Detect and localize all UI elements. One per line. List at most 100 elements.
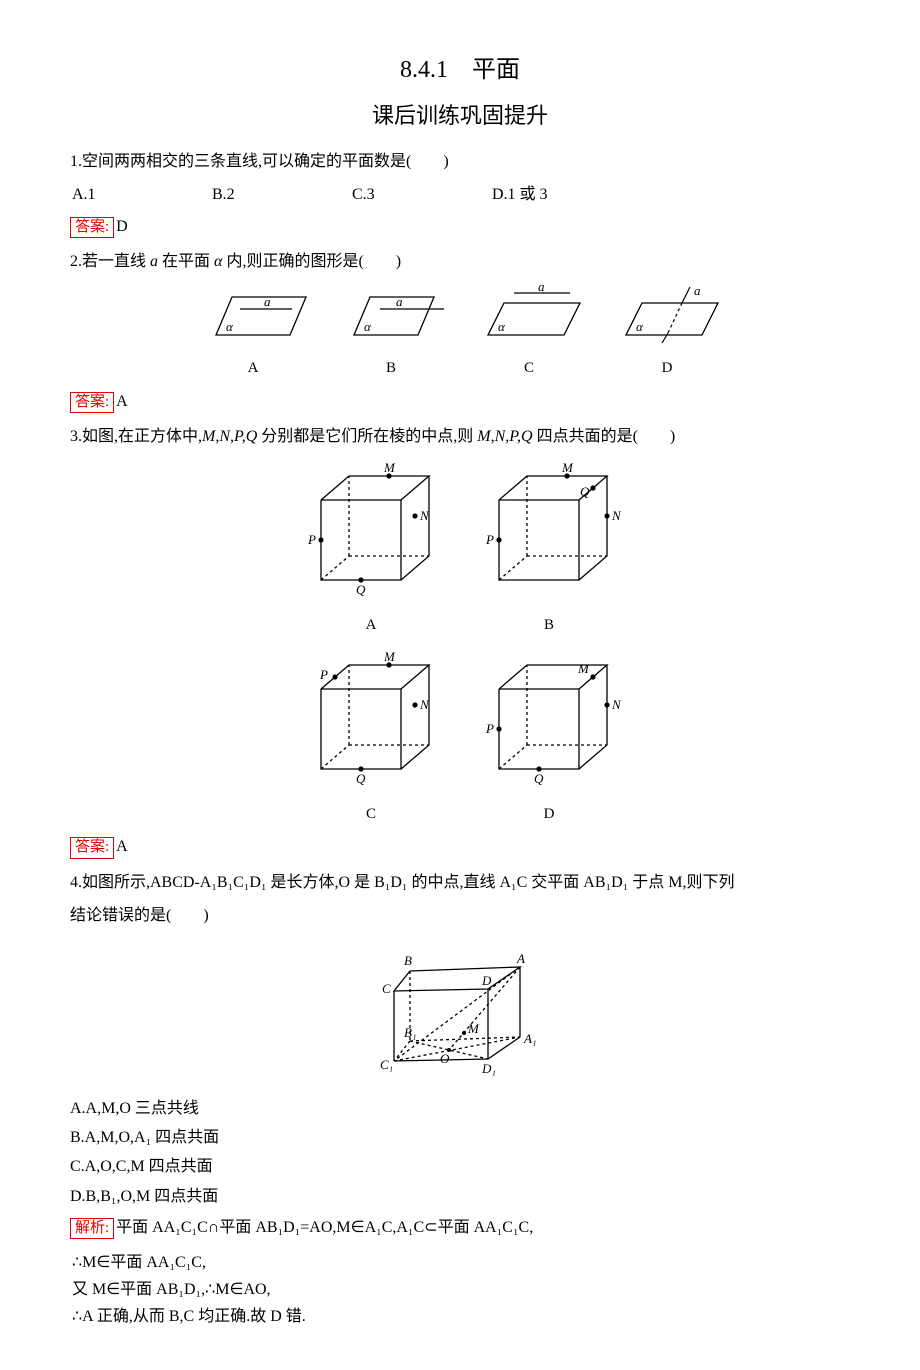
- q4-lC: C: [382, 981, 391, 996]
- answer-label-3: 答案:: [70, 837, 114, 859]
- q2-answer: 答案:A: [70, 388, 850, 415]
- q3a-Q: Q: [356, 582, 366, 597]
- q4-lC1: C₁: [380, 1057, 393, 1072]
- q2-t3: 内,则正确的图形是( ): [222, 253, 401, 270]
- q3b-M: M: [561, 460, 574, 475]
- q4-lA: A: [516, 951, 525, 966]
- q2-fig-c-svg: a α: [474, 285, 584, 343]
- q3a-N: N: [419, 508, 430, 523]
- q2-fig-b-svg: a α: [336, 285, 446, 343]
- q3-t1: 3.如图,在正方体中,: [70, 428, 202, 445]
- q4-opt-d: D.B,B₁,O,M 四点共面: [70, 1183, 850, 1210]
- q3a-M: M: [383, 460, 396, 475]
- q3a-P: P: [307, 532, 316, 547]
- q3c-N: N: [419, 697, 430, 712]
- q3-cube-c: M P N Q: [296, 649, 446, 789]
- q3-a-cap: A: [296, 613, 446, 639]
- q2-figs: a α A a α B a α C a α D: [70, 285, 850, 382]
- q2-c-label-a: a: [538, 285, 545, 294]
- q3b-P: P: [485, 532, 494, 547]
- q1-text: 1.空间两两相交的三条直线,可以确定的平面数是( ): [70, 148, 850, 175]
- q1-opt-b: B.2: [212, 181, 272, 208]
- q3-figs-row1: M N P Q A M Q: [70, 460, 850, 639]
- q3-d-cap: D: [474, 802, 624, 828]
- q3c-Q: Q: [356, 771, 366, 786]
- q3c-M: M: [383, 649, 396, 664]
- q3-t2: 分别都是它们所在棱的中点,则: [257, 428, 477, 445]
- q4-opt-a: A.A,M,O 三点共线: [70, 1095, 850, 1122]
- q2-fig-b: a α B: [336, 285, 446, 382]
- q3-cube-b: M Q N P: [474, 460, 624, 600]
- q2-t1: 2.若一直线: [70, 253, 150, 270]
- q2-a-label-alpha: α: [226, 319, 234, 334]
- q2-a-cap: A: [198, 356, 308, 382]
- q2-b-label-a: a: [396, 294, 403, 309]
- q4-an-l1: 平面 AA₁C₁C∩平面 AB₁D₁=AO,M∈A₁C,A₁C⊂平面 AA₁C₁…: [116, 1219, 533, 1236]
- q2-fig-d: a α D: [612, 285, 722, 382]
- q1-answer-val: D: [116, 218, 128, 235]
- q2-d-cap: D: [612, 356, 722, 382]
- q3-b-cap: B: [474, 613, 624, 639]
- q3-answer: 答案:A: [70, 833, 850, 860]
- q2-fig-a: a α A: [198, 285, 308, 382]
- q2-fig-a-svg: a α: [198, 285, 308, 343]
- q3-cube-a: M N P Q: [296, 460, 446, 600]
- q3d-P: P: [485, 721, 494, 736]
- q4-text: 4.如图所示,ABCD-A₁B₁C₁D₁ 是长方体,O 是 B₁D₁ 的中点,直…: [70, 869, 850, 896]
- q3-mnpq-2: M,N,P,Q: [477, 428, 532, 445]
- q2-c-label-alpha: α: [498, 319, 506, 334]
- q3-fig-a: M N P Q A: [296, 460, 446, 639]
- q4-fig: A B C D A₁ B₁ C₁ D₁ O M: [70, 939, 850, 1089]
- q4-lO: O: [440, 1051, 450, 1066]
- q1-answer: 答案:D: [70, 213, 850, 240]
- q3d-N: N: [611, 697, 622, 712]
- answer-label: 答案:: [70, 217, 114, 239]
- q4-t1: 4.如图所示,ABCD-A₁B₁C₁D₁ 是长方体,O 是 B₁D₁ 的中点,直…: [70, 874, 734, 891]
- q3-fig-d: M N P Q D: [474, 649, 624, 828]
- q1-opt-c: C.3: [352, 181, 412, 208]
- q2-b-cap: B: [336, 356, 446, 382]
- q4-lB1: B₁: [404, 1025, 416, 1040]
- q3-c-cap: C: [296, 802, 446, 828]
- q1-opt-d: D.1 或 3: [492, 181, 552, 208]
- q3-fig-c: M P N Q C: [296, 649, 446, 828]
- q4-an-l3: 又 M∈平面 AB₁D₁,∴M∈AO,: [72, 1276, 850, 1303]
- title-main: 8.4.1 平面: [70, 50, 850, 91]
- q4-lB: B: [404, 953, 412, 968]
- q3-answer-val: A: [116, 838, 128, 855]
- q3-text: 3.如图,在正方体中,M,N,P,Q 分别都是它们所在棱的中点,则 M,N,P,…: [70, 423, 850, 450]
- q4-text2: 结论错误的是( ): [70, 902, 850, 929]
- q4-analysis: 解析:平面 AA₁C₁C∩平面 AB₁D₁=AO,M∈A₁C,A₁C⊂平面 AA…: [70, 1214, 850, 1241]
- q3b-Q: Q: [580, 484, 590, 499]
- q3-fig-b: M Q N P B: [474, 460, 624, 639]
- q2-c-cap: C: [474, 356, 584, 382]
- title-sub: 课后训练巩固提升: [70, 97, 850, 134]
- q4-lM: M: [467, 1021, 480, 1036]
- q3-figs-row2: M P N Q C M N P: [70, 649, 850, 828]
- q2-answer-val: A: [116, 393, 128, 410]
- q4-lD1: D₁: [481, 1061, 496, 1076]
- q4-cuboid: A B C D A₁ B₁ C₁ D₁ O M: [360, 939, 560, 1089]
- q3-mnpq-1: M,N,P,Q: [202, 428, 257, 445]
- q2-t2: 在平面: [158, 253, 214, 270]
- q4-an-l2: ∴M∈平面 AA₁C₁C,: [72, 1249, 850, 1276]
- q4-an-l4: ∴A 正确,从而 B,C 均正确.故 D 错.: [72, 1303, 850, 1330]
- q3d-M: M: [577, 661, 590, 676]
- q2-fig-d-svg: a α: [612, 285, 722, 343]
- q3d-Q: Q: [534, 771, 544, 786]
- q3b-N: N: [611, 508, 622, 523]
- answer-label-2: 答案:: [70, 392, 114, 414]
- q4-opt-c: C.A,O,C,M 四点共面: [70, 1153, 850, 1180]
- q2-fig-c: a α C: [474, 285, 584, 382]
- q3-cube-d: M N P Q: [474, 649, 624, 789]
- q2-d-label-alpha: α: [636, 319, 644, 334]
- q2-a-label-a: a: [264, 294, 271, 309]
- q2-d-label-a: a: [694, 285, 701, 298]
- analysis-label: 解析:: [70, 1218, 114, 1240]
- q1-opt-a: A.1: [72, 181, 132, 208]
- q2-b-label-alpha: α: [364, 319, 372, 334]
- q3-t3: 四点共面的是( ): [533, 428, 676, 445]
- q4-opt-b: B.A,M,O,A₁ 四点共面: [70, 1124, 850, 1151]
- q4-lD: D: [481, 973, 492, 988]
- q4-lA1: A₁: [523, 1031, 536, 1046]
